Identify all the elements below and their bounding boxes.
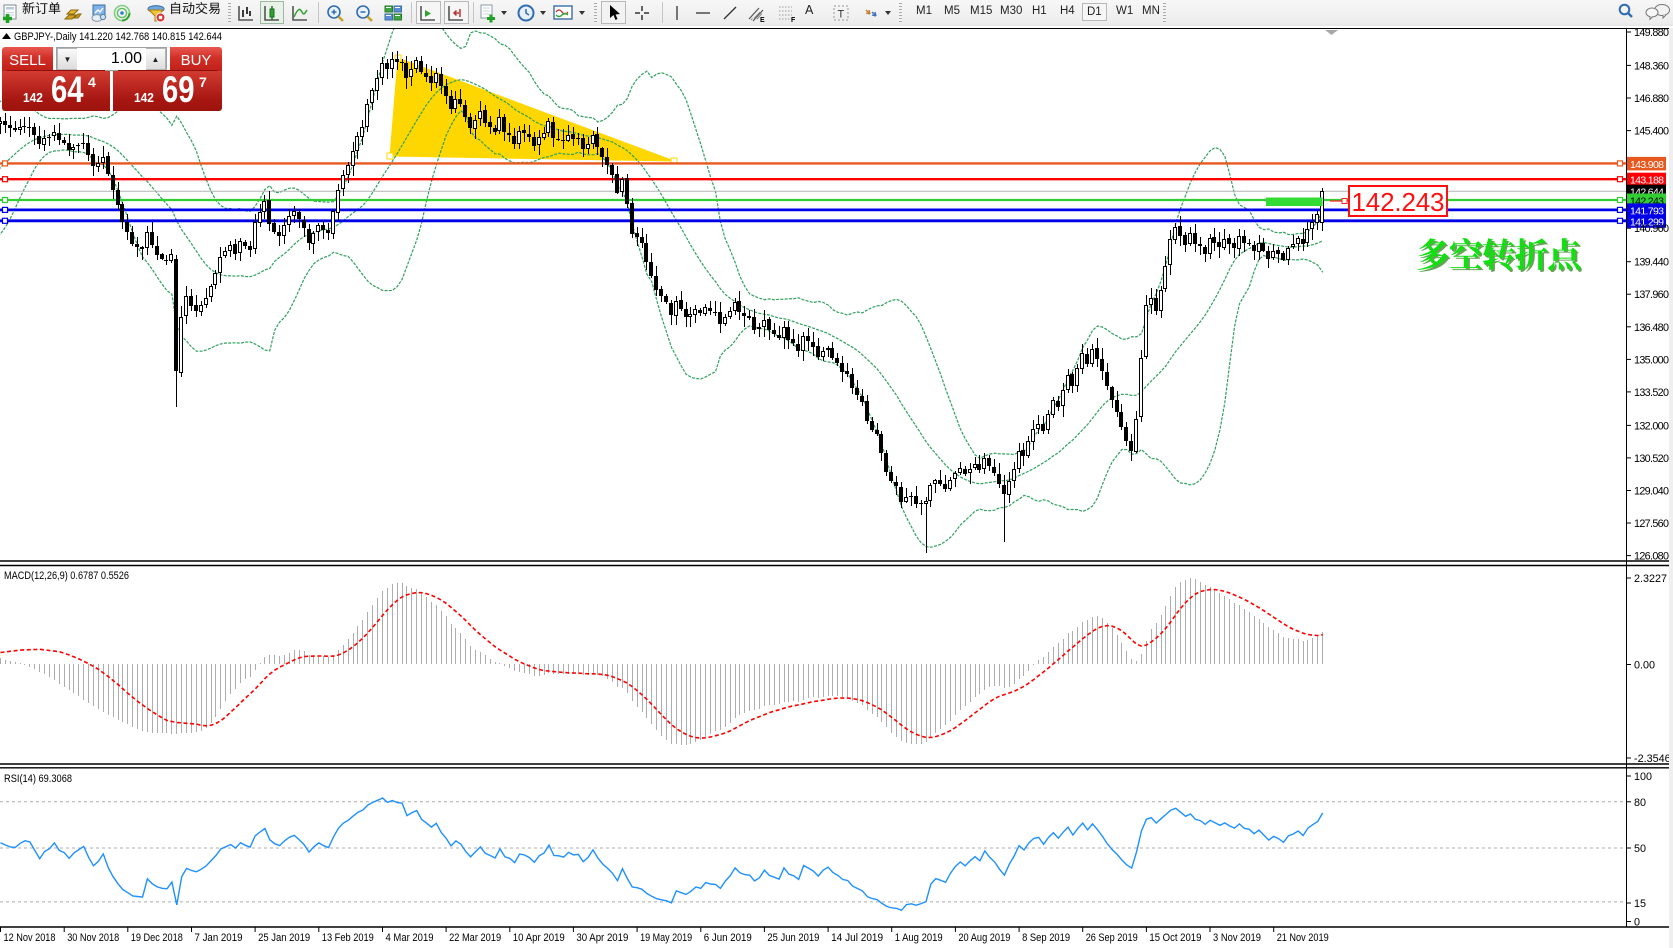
svg-text:133.520: 133.520 — [1634, 387, 1669, 399]
svg-text:136.480: 136.480 — [1634, 322, 1669, 334]
svg-text:F: F — [791, 17, 796, 24]
svg-text:12 Nov 2018: 12 Nov 2018 — [4, 932, 56, 944]
svg-text:80: 80 — [1634, 797, 1646, 809]
svg-text:MACD(12,26,9) 0.6787 0.5526: MACD(12,26,9) 0.6787 0.5526 — [4, 570, 129, 582]
svg-text:139.440: 139.440 — [1634, 257, 1669, 269]
svg-text:25 Jun 2019: 25 Jun 2019 — [767, 932, 819, 944]
svg-text:RSI(14) 69.3068: RSI(14) 69.3068 — [4, 773, 72, 785]
svg-text:0: 0 — [1634, 917, 1640, 929]
svg-text:15: 15 — [1634, 898, 1646, 910]
svg-text:13 Feb 2019: 13 Feb 2019 — [322, 932, 374, 944]
svg-text:7 Jan 2019: 7 Jan 2019 — [195, 932, 243, 944]
svg-text:149.880: 149.880 — [1634, 27, 1669, 39]
svg-text:14 Jul 2019: 14 Jul 2019 — [831, 932, 883, 944]
svg-text:143.908: 143.908 — [1630, 159, 1664, 171]
svg-text:15 Oct 2019: 15 Oct 2019 — [1149, 932, 1201, 944]
svg-text:137.960: 137.960 — [1634, 289, 1669, 301]
svg-text:127.560: 127.560 — [1634, 518, 1669, 530]
svg-text:8 Sep 2019: 8 Sep 2019 — [1022, 932, 1070, 944]
svg-text:25 Jan 2019: 25 Jan 2019 — [258, 932, 310, 944]
svg-text:140.960: 140.960 — [1634, 223, 1669, 235]
svg-text:19 Dec 2018: 19 Dec 2018 — [131, 932, 183, 944]
svg-text:30 Nov 2018: 30 Nov 2018 — [67, 932, 119, 944]
svg-text:26 Sep 2019: 26 Sep 2019 — [1086, 932, 1138, 944]
svg-text:148.360: 148.360 — [1634, 60, 1669, 72]
svg-text:142.243: 142.243 — [1352, 187, 1445, 217]
svg-text:GBPJPY-,Daily 141.220 142.768: GBPJPY-,Daily 141.220 142.768 140.815 14… — [14, 31, 222, 43]
svg-text:21 Nov 2019: 21 Nov 2019 — [1277, 932, 1329, 944]
svg-text:3 Nov 2019: 3 Nov 2019 — [1213, 932, 1261, 944]
svg-text:6 Jun 2019: 6 Jun 2019 — [704, 932, 752, 944]
svg-text:10 Apr 2019: 10 Apr 2019 — [513, 932, 565, 944]
svg-text:1 Aug 2019: 1 Aug 2019 — [895, 932, 943, 944]
svg-text:141.299: 141.299 — [1630, 216, 1664, 228]
svg-text:19 May 2019: 19 May 2019 — [640, 932, 692, 944]
svg-text:100: 100 — [1634, 771, 1652, 783]
svg-text:130.520: 130.520 — [1634, 453, 1669, 465]
svg-text:30 Apr 2019: 30 Apr 2019 — [576, 932, 628, 944]
svg-text:145.400: 145.400 — [1634, 126, 1669, 138]
svg-text:143.188: 143.188 — [1630, 175, 1664, 187]
svg-text:0.00: 0.00 — [1634, 660, 1655, 672]
svg-text:126.080: 126.080 — [1634, 551, 1669, 563]
svg-text:T: T — [838, 9, 845, 21]
svg-text:50: 50 — [1634, 843, 1646, 855]
svg-text:132.000: 132.000 — [1634, 420, 1669, 432]
svg-text:135.000: 135.000 — [1634, 354, 1669, 366]
svg-text:22 Mar 2019: 22 Mar 2019 — [449, 932, 501, 944]
svg-text:2.3227: 2.3227 — [1634, 573, 1667, 585]
svg-text:20 Aug 2019: 20 Aug 2019 — [958, 932, 1010, 944]
svg-text:4 Mar 2019: 4 Mar 2019 — [386, 932, 434, 944]
svg-text:146.880: 146.880 — [1634, 93, 1669, 105]
svg-text:-2.3546: -2.3546 — [1634, 753, 1671, 765]
svg-text:129.040: 129.040 — [1634, 486, 1669, 498]
svg-text:E: E — [760, 17, 765, 24]
